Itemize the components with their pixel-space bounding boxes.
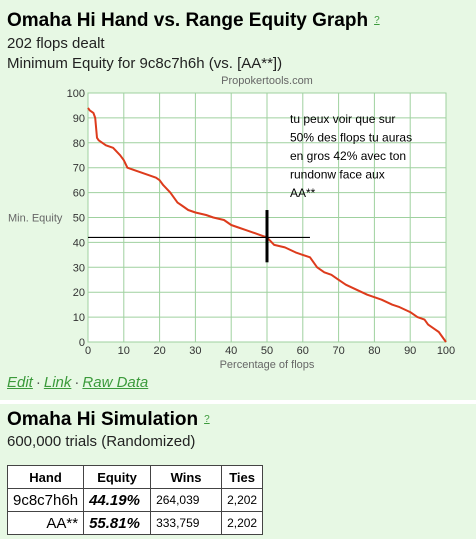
y-tick-label: 60: [73, 188, 85, 200]
plot-border: [87, 92, 447, 343]
y-tick-label: 0: [79, 337, 85, 349]
graph-title-line: Omaha Hi Hand vs. Range Equity Graph?: [7, 10, 380, 32]
link-link[interactable]: Link: [43, 374, 72, 391]
annotation-text-line: 50% des flops tu auras: [290, 131, 412, 145]
x-tick-label: 70: [332, 345, 344, 357]
ties-cell: 2,202: [221, 488, 264, 512]
x-tick-label: 20: [153, 345, 165, 357]
x-tick-label: 30: [189, 345, 201, 357]
col-wins-header: Wins: [150, 465, 223, 489]
annotation-text-line: rundonw face aux: [290, 168, 385, 182]
x-tick-label: 50: [261, 345, 273, 357]
equity-chart: 0 10 20 30 40 50 60 70 80 90 100 0 10 20 30 40 50 60 70 80 9…: [8, 75, 455, 371]
simulation-help-link[interactable]: ?: [204, 414, 210, 426]
ties-cell: 2,202: [221, 511, 264, 535]
x-tick-label: 60: [297, 345, 309, 357]
equity-cell: 55.81%: [83, 511, 152, 535]
x-tick-label: 40: [225, 345, 237, 357]
x-tick-label: 100: [437, 345, 455, 357]
flops-dealt: 202 flops dealt: [7, 35, 105, 52]
graph-subtitle: Minimum Equity for 9c8c7h6h (vs. [AA**]): [7, 55, 283, 72]
annotation-text-line: AA**: [290, 186, 316, 200]
simulation-table: Hand Equity Wins Ties 9c8c7h6h 44.19% 26…: [6, 465, 264, 535]
equity-curve: [87, 107, 447, 343]
y-tick-label: 70: [73, 163, 85, 175]
simulation-title-line: Omaha Hi Simulation?: [7, 409, 210, 431]
col-ties-header: Ties: [221, 465, 264, 489]
y-tick-label: 30: [73, 262, 85, 274]
y-tick-label: 20: [73, 287, 85, 299]
link-separator: ·: [35, 374, 41, 391]
x-tick-label: 10: [118, 345, 130, 357]
col-equity-header: Equity: [83, 465, 152, 489]
annotation-text-line: tu peux voir que sur: [290, 112, 395, 126]
y-axis-label: Min. Equity: [8, 213, 63, 225]
graph-title: Omaha Hi Hand vs. Range Equity Graph: [7, 10, 369, 31]
x-tick-label: 0: [85, 345, 91, 357]
y-tick-label: 80: [73, 138, 85, 150]
hand-cell: AA**: [6, 511, 85, 535]
equity-graph-panel: Omaha Hi Hand vs. Range Equity Graph? 20…: [0, 0, 476, 400]
col-hand-header: Hand: [6, 465, 85, 489]
trials-count: 600,000 trials (Randomized): [7, 433, 196, 450]
annotation-text-line: en gros 42% avec ton: [290, 149, 406, 163]
x-axis-label: Percentage of flops: [220, 359, 315, 371]
raw-data-link[interactable]: Raw Data: [82, 374, 149, 391]
y-tick-label: 40: [73, 237, 85, 249]
watermark-text: Propokertools.com: [221, 75, 313, 87]
edit-link[interactable]: Edit: [7, 374, 33, 391]
y-tick-label: 10: [73, 312, 85, 324]
hand-cell: 9c8c7h6h: [6, 488, 85, 512]
y-tick-label: 90: [73, 113, 85, 125]
graph-help-link[interactable]: ?: [374, 15, 380, 27]
wins-cell: 264,039: [150, 488, 223, 512]
x-tick-label: 90: [404, 345, 416, 357]
table-row: 9c8c7h6h 44.19% 264,039 2,202: [6, 488, 264, 512]
y-tick-label: 100: [67, 88, 85, 100]
table-row: AA** 55.81% 333,759 2,202: [6, 511, 264, 535]
wins-cell: 333,759: [150, 511, 223, 535]
y-tick-label: 50: [73, 213, 85, 225]
link-separator: ·: [74, 374, 80, 391]
graph-links: Edit · Link · Raw Data: [7, 374, 148, 391]
equity-cell: 44.19%: [83, 488, 152, 512]
table-header-row: Hand Equity Wins Ties: [6, 465, 264, 489]
x-tick-label: 80: [368, 345, 380, 357]
simulation-title: Omaha Hi Simulation: [7, 409, 199, 430]
